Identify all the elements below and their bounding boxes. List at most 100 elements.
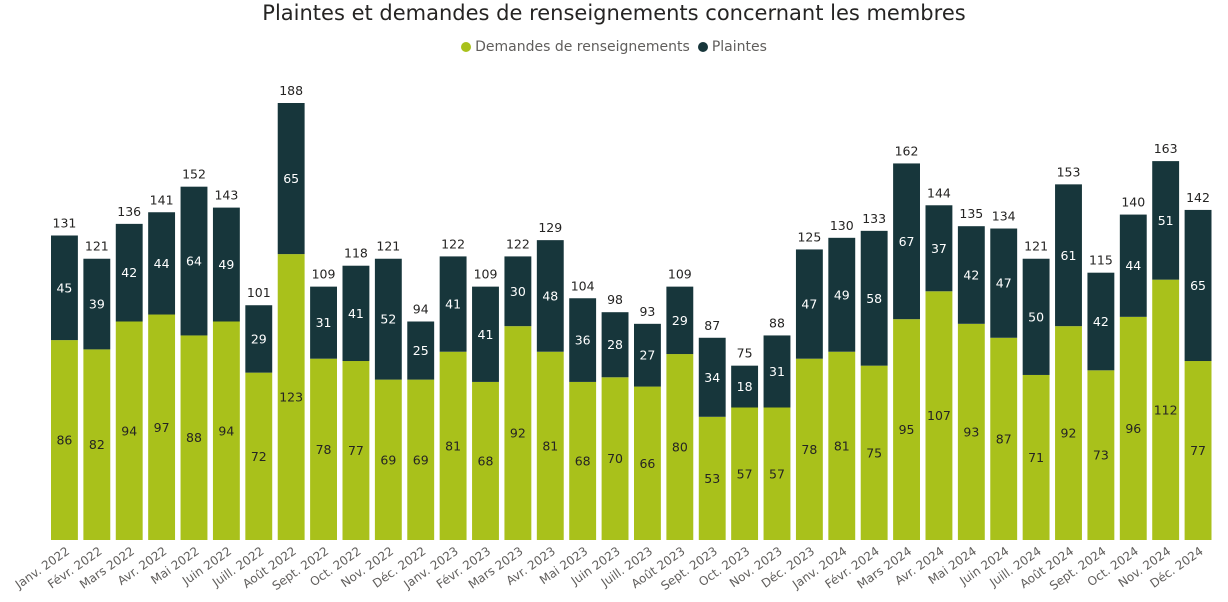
bar-demandes[interactable]	[245, 372, 273, 540]
bar-plaintes[interactable]	[925, 205, 953, 292]
bar-plaintes[interactable]	[374, 258, 402, 380]
data-label-demandes: 77	[348, 443, 364, 458]
bar-demandes[interactable]	[1119, 316, 1147, 540]
bar-plaintes[interactable]	[472, 286, 499, 382]
bar-plaintes[interactable]	[731, 365, 759, 408]
data-label-plaintes: 49	[834, 287, 850, 302]
bar-demandes[interactable]	[957, 323, 985, 540]
data-label-plaintes: 48	[542, 288, 558, 303]
total-label: 121	[376, 239, 400, 254]
total-label: 144	[927, 185, 951, 200]
bar-demandes[interactable]	[990, 337, 1018, 540]
bar-demandes[interactable]	[1152, 279, 1180, 540]
bar-plaintes[interactable]	[666, 286, 694, 355]
data-label-plaintes: 31	[316, 315, 332, 330]
bar-plaintes[interactable]	[407, 321, 435, 380]
data-label-demandes: 73	[1093, 448, 1109, 463]
bar-plaintes[interactable]	[277, 103, 305, 255]
bar-demandes[interactable]	[148, 314, 176, 540]
bar-plaintes[interactable]	[1152, 161, 1180, 280]
legend-label-demandes: Demandes de renseignements	[475, 39, 690, 55]
bar-plaintes[interactable]	[83, 258, 111, 350]
total-label: 115	[1089, 253, 1113, 268]
bar-plaintes[interactable]	[439, 256, 467, 352]
bar-demandes[interactable]	[407, 379, 435, 540]
bar-demandes[interactable]	[569, 381, 597, 540]
bar-demandes[interactable]	[698, 416, 726, 540]
bar-plaintes[interactable]	[1119, 214, 1147, 317]
data-label-plaintes: 47	[801, 297, 817, 312]
total-label: 101	[247, 285, 271, 300]
data-label-plaintes: 52	[380, 312, 396, 327]
bar-demandes[interactable]	[1055, 326, 1082, 540]
bar-plaintes[interactable]	[893, 163, 920, 320]
bar-demandes[interactable]	[212, 321, 240, 541]
bar-plaintes[interactable]	[504, 256, 532, 327]
bar-demandes[interactable]	[504, 326, 532, 540]
bar-demandes[interactable]	[828, 351, 856, 540]
bar-demandes[interactable]	[860, 365, 888, 540]
bar-demandes[interactable]	[634, 386, 661, 540]
bar-plaintes[interactable]	[957, 226, 985, 324]
data-label-demandes: 75	[866, 445, 882, 460]
bar-demandes[interactable]	[1087, 370, 1115, 540]
total-label: 162	[895, 143, 919, 158]
bar-demandes[interactable]	[277, 254, 305, 540]
bar-plaintes[interactable]	[245, 305, 273, 373]
bar-plaintes[interactable]	[601, 312, 629, 378]
data-label-demandes: 107	[927, 408, 951, 423]
bar-plaintes[interactable]	[115, 223, 143, 322]
bar-plaintes[interactable]	[342, 265, 370, 362]
data-label-plaintes: 42	[963, 268, 979, 283]
bar-demandes[interactable]	[342, 361, 370, 540]
bar-plaintes[interactable]	[828, 237, 856, 352]
bar-plaintes[interactable]	[763, 335, 791, 408]
bar-plaintes[interactable]	[212, 207, 240, 322]
bar-plaintes[interactable]	[1184, 209, 1212, 362]
bar-plaintes[interactable]	[634, 323, 661, 387]
bar-demandes[interactable]	[83, 349, 111, 540]
bar-plaintes[interactable]	[180, 186, 208, 336]
bar-plaintes[interactable]	[536, 240, 564, 352]
bar-demandes[interactable]	[310, 358, 337, 540]
bar-demandes[interactable]	[51, 340, 78, 540]
bar-demandes[interactable]	[925, 291, 953, 540]
bar-plaintes[interactable]	[1055, 184, 1082, 327]
bar-demandes[interactable]	[115, 321, 143, 541]
data-label-demandes: 78	[801, 442, 817, 457]
total-label: 121	[85, 239, 109, 254]
data-label-demandes: 95	[899, 422, 915, 437]
legend-item-plaintes[interactable]: Plaintes	[697, 39, 767, 55]
bar-demandes[interactable]	[795, 358, 823, 540]
bar-demandes[interactable]	[666, 354, 694, 540]
bar-demandes[interactable]	[439, 351, 467, 540]
bar-plaintes[interactable]	[860, 230, 888, 366]
bar-demandes[interactable]	[601, 377, 629, 540]
data-label-demandes: 81	[542, 438, 558, 453]
total-label: 94	[413, 302, 429, 317]
data-label-demandes: 87	[996, 431, 1012, 446]
bar-plaintes[interactable]	[1087, 272, 1115, 371]
bar-plaintes[interactable]	[569, 298, 597, 382]
bar-demandes[interactable]	[763, 407, 791, 540]
bar-demandes[interactable]	[1022, 374, 1050, 540]
bar-demandes[interactable]	[1184, 361, 1212, 540]
bar-demandes[interactable]	[893, 319, 920, 540]
bar-demandes[interactable]	[472, 381, 499, 540]
bar-plaintes[interactable]	[148, 212, 176, 315]
data-label-plaintes: 47	[996, 276, 1012, 291]
bar-demandes[interactable]	[731, 407, 759, 540]
bar-plaintes[interactable]	[990, 228, 1018, 338]
bar-plaintes[interactable]	[795, 249, 823, 359]
bar-plaintes[interactable]	[698, 337, 726, 417]
bar-demandes[interactable]	[536, 351, 564, 540]
bar-demandes[interactable]	[374, 379, 402, 540]
bar-demandes[interactable]	[180, 335, 208, 540]
bar-plaintes[interactable]	[51, 235, 78, 341]
legend-item-demandes[interactable]: Demandes de renseignements	[461, 39, 690, 55]
data-label-plaintes: 27	[639, 348, 655, 363]
bar-plaintes[interactable]	[1022, 258, 1050, 375]
data-label-demandes: 112	[1154, 402, 1178, 417]
bar-plaintes[interactable]	[310, 286, 337, 359]
